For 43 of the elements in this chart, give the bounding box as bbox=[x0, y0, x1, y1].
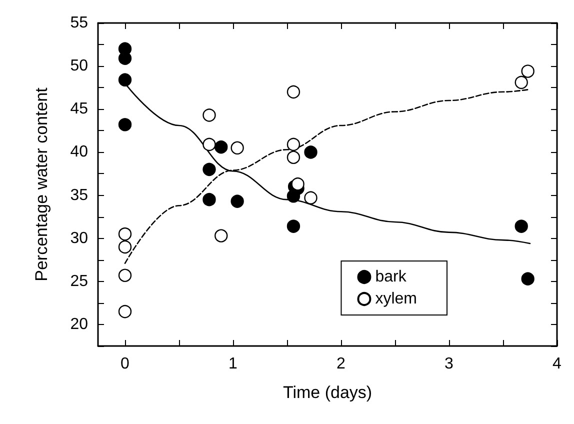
point bbox=[202, 138, 216, 152]
point bbox=[230, 194, 244, 208]
point bbox=[286, 190, 300, 203]
point bbox=[118, 304, 132, 318]
y-tick-label: 30 bbox=[70, 230, 88, 247]
point bbox=[286, 85, 300, 99]
point bbox=[304, 146, 318, 159]
point bbox=[286, 150, 300, 164]
point bbox=[202, 108, 216, 122]
point bbox=[230, 141, 244, 154]
point bbox=[286, 138, 300, 152]
legend-label: bark bbox=[375, 268, 408, 286]
x-tick-label: 4 bbox=[552, 356, 562, 372]
x-tick-label: 2 bbox=[336, 356, 346, 372]
legend-label: xylem bbox=[375, 290, 417, 308]
point bbox=[286, 220, 300, 233]
point bbox=[521, 64, 534, 78]
y-tick-label: 45 bbox=[70, 100, 88, 118]
y-tick-label: 50 bbox=[70, 58, 88, 75]
point bbox=[118, 52, 132, 65]
point bbox=[118, 227, 132, 241]
point bbox=[118, 240, 132, 254]
point bbox=[214, 229, 228, 242]
point bbox=[118, 268, 132, 282]
y-tick-label: 20 bbox=[70, 316, 88, 333]
x-tick-label: 0 bbox=[120, 356, 130, 372]
point bbox=[202, 192, 216, 206]
y-tick-label: 40 bbox=[70, 144, 88, 161]
y-tick-label: 25 bbox=[70, 272, 88, 290]
point bbox=[118, 118, 132, 132]
point bbox=[514, 220, 528, 233]
point bbox=[202, 162, 216, 176]
x-tick-label: 1 bbox=[228, 356, 238, 372]
y-axis-title: Percentage water content bbox=[32, 87, 51, 282]
y-tick-label: 55 bbox=[70, 14, 88, 32]
point bbox=[214, 140, 228, 154]
point bbox=[521, 272, 534, 286]
point bbox=[514, 76, 528, 90]
y-tick-label: 35 bbox=[70, 186, 88, 204]
point bbox=[118, 73, 132, 86]
x-tick-label: 3 bbox=[444, 356, 454, 372]
point bbox=[291, 177, 304, 191]
x-axis-title: Time (days) bbox=[282, 383, 372, 402]
